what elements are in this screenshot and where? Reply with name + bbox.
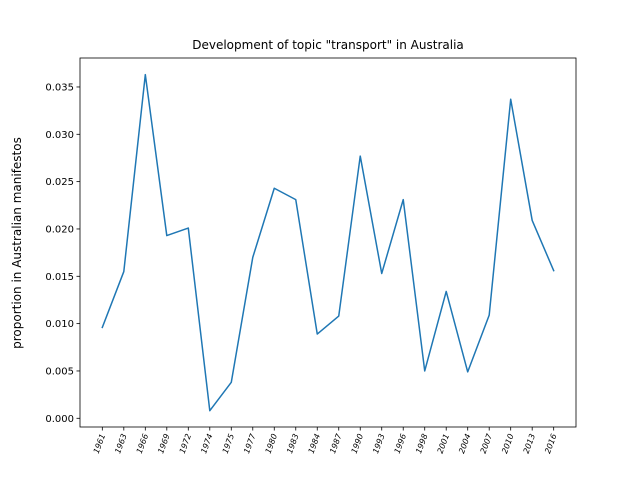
y-tick-label: 0.020	[45, 224, 74, 235]
y-tick-label: 0.000	[45, 414, 74, 425]
x-tick-label: 2013	[522, 433, 537, 455]
x-tick-label: 1963	[113, 433, 128, 455]
x-tick-label: 1993	[371, 433, 386, 455]
x-tick-label: 1990	[350, 433, 365, 455]
x-tick-label: 2004	[457, 433, 472, 455]
y-axis-title: proportion in Australian manifestos	[10, 137, 24, 349]
y-tick-label: 0.025	[45, 177, 74, 188]
x-tick-label: 1977	[242, 432, 258, 455]
y-tick-label: 0.010	[45, 319, 74, 330]
x-tick-label: 2016	[543, 433, 558, 455]
chart-title: Development of topic "transport" in Aust…	[192, 38, 464, 52]
x-tick-label: 1996	[393, 433, 408, 455]
axes-frame	[79, 57, 577, 428]
x-tick-label: 1983	[285, 433, 300, 455]
y-tick-label: 0.035	[45, 82, 74, 93]
y-tick-label: 0.015	[45, 272, 74, 283]
x-tick-label: 1961	[92, 433, 107, 455]
y-tick-label: 0.030	[45, 130, 74, 141]
x-tick-label: 1974	[199, 433, 214, 455]
x-tick-label: 2010	[500, 433, 515, 455]
x-tick-label: 1975	[221, 433, 236, 455]
x-tick-label: 1980	[264, 433, 279, 455]
plot-area: 0.000 0.005 0.010 0.015 0.020 0.025 0.030 0.035…	[45, 57, 577, 455]
x-tick-label: 2001	[436, 433, 451, 455]
series-line	[101, 73, 555, 412]
y-tick-label: 0.005	[45, 366, 74, 377]
x-tick-label: 1966	[135, 433, 150, 455]
x-tick-label: 1984	[307, 433, 322, 455]
x-tick-label: 1969	[156, 433, 171, 455]
x-tick-label: 1998	[414, 433, 429, 455]
x-tick-label: 1972	[178, 433, 193, 455]
x-tick-label: 1987	[328, 432, 344, 455]
x-tick-label: 2007	[479, 432, 495, 455]
